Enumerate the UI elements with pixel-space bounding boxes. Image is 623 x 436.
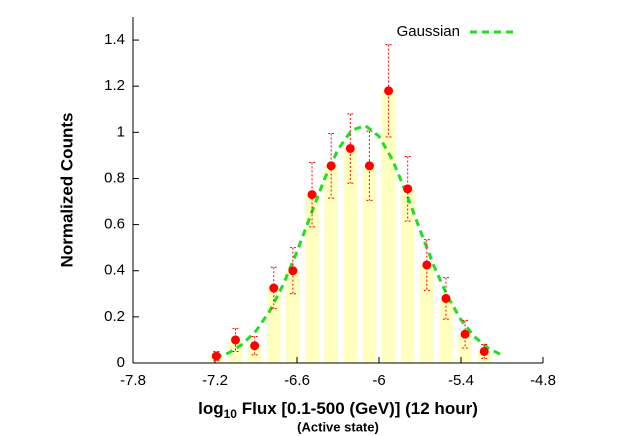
point	[403, 184, 413, 194]
point	[211, 351, 221, 361]
y-tick-label: 1.4	[104, 31, 125, 48]
x-tick-label: -6.6	[284, 372, 310, 389]
point	[231, 335, 240, 345]
x-label-sub: 10	[224, 407, 238, 421]
bar	[324, 165, 338, 363]
point	[288, 266, 298, 276]
y-axis-label: Normalized Counts	[57, 113, 76, 268]
point	[384, 86, 394, 96]
bar	[305, 194, 319, 363]
x-axis-label: log10 Flux [0.1-500 (GeV)] (12 hour)	[198, 399, 478, 421]
x-tick-label: -7.2	[202, 372, 228, 389]
point	[441, 293, 451, 303]
bar	[439, 298, 453, 363]
error-bar	[232, 327, 239, 352]
y-tick-label: 0	[117, 354, 125, 371]
subtitle: (Active state)	[297, 419, 379, 434]
error-bar	[385, 44, 392, 138]
fit-line	[214, 123, 503, 360]
error-bar	[481, 344, 488, 359]
point	[326, 161, 336, 171]
x-tick-label: -7.8	[120, 372, 146, 389]
point	[422, 260, 432, 270]
point	[345, 143, 355, 153]
bar	[458, 334, 472, 363]
y-tick-label: 0.2	[104, 308, 125, 325]
x-tick-label: -5.4	[448, 372, 474, 389]
point	[460, 329, 470, 339]
bar	[343, 148, 358, 363]
bar	[362, 165, 377, 363]
point	[269, 283, 279, 293]
bar	[420, 264, 434, 363]
x-tick-label: -4.8	[530, 372, 556, 389]
legend-label: Gaussian	[397, 23, 460, 40]
y-tick-label: 0.4	[104, 262, 125, 279]
bar	[400, 188, 415, 363]
bar	[286, 270, 300, 363]
point	[364, 161, 374, 171]
x-tick-label: -6	[372, 372, 385, 389]
y-tick-label: 1	[117, 123, 125, 140]
error-bar	[347, 113, 354, 184]
x-label-part: log	[198, 399, 224, 418]
y-tick-label: 0.6	[104, 216, 125, 233]
error-bar	[366, 130, 373, 201]
point	[479, 346, 489, 356]
bar	[381, 90, 396, 364]
point	[250, 341, 260, 351]
error-bar	[289, 247, 296, 295]
point	[307, 190, 317, 200]
y-tick-label: 1.2	[104, 77, 125, 94]
x-label-part: Flux [0.1-500 (GeV)] (12 hour)	[237, 399, 478, 418]
y-tick-label: 0.8	[104, 169, 125, 186]
